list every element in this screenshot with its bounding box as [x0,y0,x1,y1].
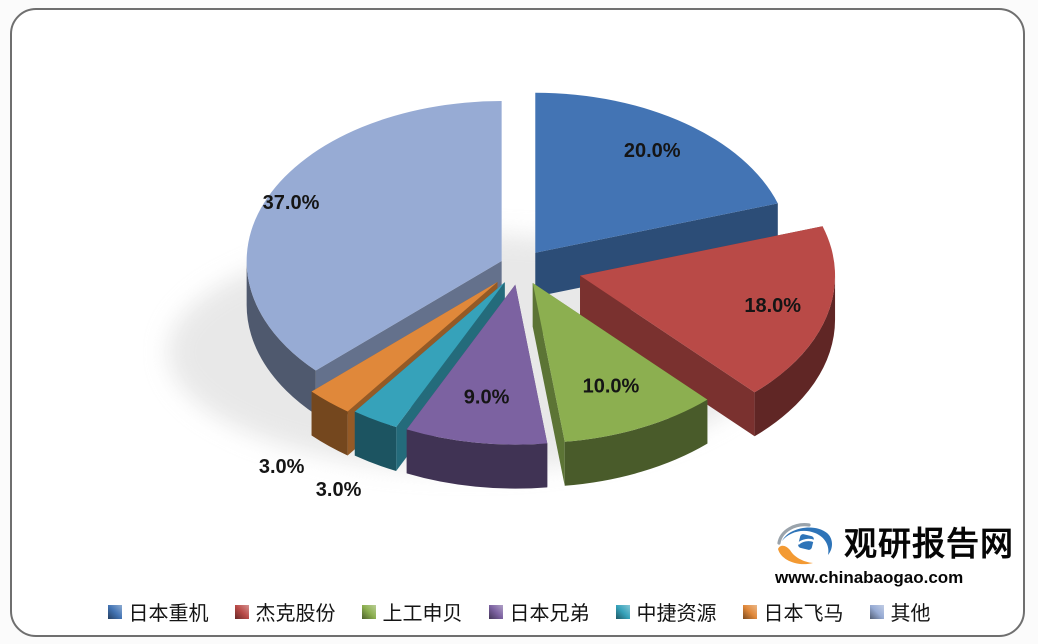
legend-marker-5 [742,604,757,619]
chart-legend: 日本重机 杰克股份 上工申贝 日本兄弟 中捷资源 日本飞马 其他 [30,597,1008,626]
legend-label-3: 日本兄弟 [509,603,590,625]
pie-slice-label-5: 3.0% [259,456,305,478]
legend-label-2: 上工申贝 [382,603,463,625]
pie-slice-label-0: 20.0% [624,140,681,162]
legend-label-1: 杰克股份 [255,603,336,625]
logo-swoosh-blue [782,527,833,555]
legend-marker-0 [107,604,122,619]
logo-swoosh-orange [778,545,813,565]
logo-diamond-highlight [797,538,815,545]
legend-item-5: 日本飞马 [742,597,844,626]
legend-marker-6 [869,604,884,619]
legend-marker-2 [361,604,376,619]
legend-item-1: 杰克股份 [234,597,336,626]
pie-slice-label-2: 10.0% [583,376,640,398]
legend-label-5: 日本飞马 [763,603,844,625]
legend-marker-1 [234,604,249,619]
legend-item-6: 其他 [869,597,931,626]
legend-label-6: 其他 [890,603,931,625]
pie-slice-label-6: 37.0% [263,192,320,214]
legend-item-4: 中捷资源 [615,597,717,626]
legend-item-0: 日本重机 [107,597,209,626]
logo-swoosh-gray [777,523,811,545]
pie-slice-label-3: 9.0% [464,387,510,409]
brand-site-url: www.chinabaogao.com [775,568,964,587]
brand-logo-icon [777,523,833,565]
pie-slice-label-4: 3.0% [316,479,362,501]
brand-site-name: 观研报告网 [844,524,1014,562]
brand-logo: 观研报告网 www.chinabaogao.com [775,521,1014,588]
legend-marker-3 [488,604,503,619]
legend-label-0: 日本重机 [128,603,209,625]
legend-item-3: 日本兄弟 [488,597,590,626]
logo-center-diamond [798,534,814,550]
legend-marker-4 [615,604,630,619]
pie-slice-2 [532,283,708,486]
pie-slice-3 [406,284,548,489]
legend-item-2: 上工申贝 [361,597,463,626]
pie-slice-label-1: 18.0% [744,295,801,317]
legend-label-4: 中捷资源 [636,603,717,625]
pie-slice-1 [580,226,836,437]
